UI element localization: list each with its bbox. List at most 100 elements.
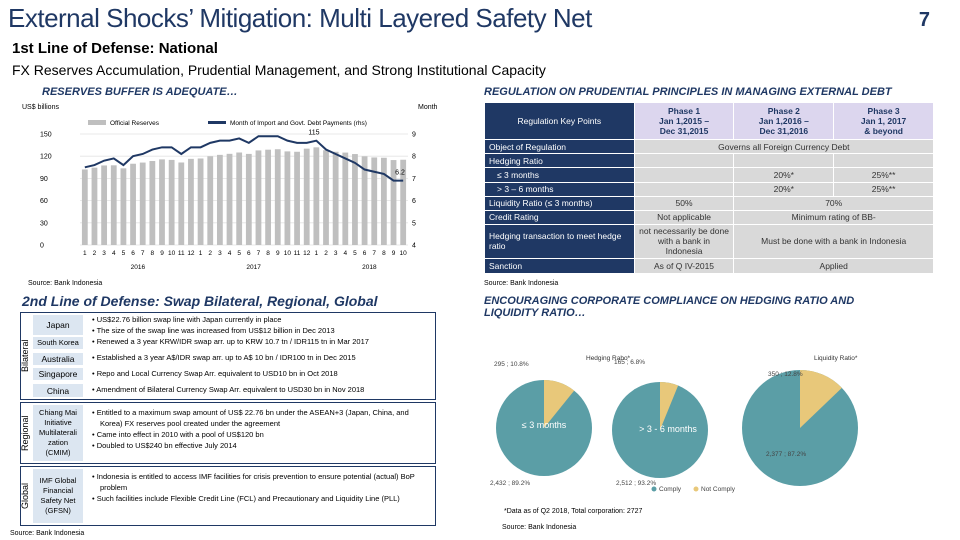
reserve-bar [352,154,358,245]
x-tick-label: 10 [400,250,408,257]
reserve-bar [91,167,98,245]
page-title: External Shocks’ Mitigation: Multi Layer… [8,3,592,33]
pie-label-comply: 2,512 ; 93.2% [616,480,656,487]
x-tick-label: 4 [343,250,347,257]
pie-chart: Hedging Rabo* 295 ; 10.8% 2,432 ; 89.2% ≤ 3… [490,355,631,487]
legend-label: Comply [659,486,682,493]
y2-tick-label: 8 [412,154,416,161]
reg-column-header: Phase 2 Jan 1,2016 – Dec 31,2016 [733,101,835,141]
x-tick-label: 10 [284,250,292,257]
reg-row-label: Liquidity Ratio (≤ 3 months) [484,195,635,211]
pie-inner-label: > 3 - 6 months [639,424,697,434]
reg-header-row: Regulation Key Points Phase 1 Jan 1,2015 –… [484,101,934,141]
compliance-note: *Data as of Q2 2018, Total corporation: … [504,508,643,515]
regional-bullet: • Came into effect in 2010 with a pool o… [92,430,264,439]
reserve-bar [130,163,136,245]
x-tick-label: 11 [178,250,185,257]
bilateral-bullet: • Amendment of Bilateral Currency Swap A… [92,385,365,394]
reg-column-header: Regulation Key Points [484,101,635,141]
x-year-label: 2017 [246,264,261,271]
regulation-heading: REGULATION ON PRUDENTIAL PRINCIPLES IN M… [484,86,892,98]
regulation-table: Regulation Key Points Phase 1 Jan 1,2015 –… [484,101,935,275]
reserve-bar [168,159,175,245]
reg-row: Object of Regulation Governs all Foreign … [484,139,935,155]
x-tick-label: 8 [266,250,270,257]
bilateral-bullet: • Repo and Local Currency Swap Arr. equi… [92,369,338,378]
reg-column-header: Phase 1 Jan 1,2015 – Dec 31,2015 [633,101,735,141]
bilateral-label: Bilateral [20,339,30,373]
reserve-bar [274,149,281,245]
reg-cell [733,153,835,169]
country-south-korea: South Korea [32,336,84,350]
reserve-bar [101,165,108,245]
reserve-bar [380,157,387,245]
country-singapore: Singapore [32,367,84,381]
defense2-source: Source: Bank Indonesia [10,530,85,537]
pie-label-comply: 2,377 ; 87.2% [766,451,806,458]
reg-cell: 25%** [833,167,934,183]
x-tick-label: 3 [218,250,222,257]
subtitle-description: FX Reserves Accumulation, Prudential Man… [12,62,546,78]
reg-cell: 20%* [733,167,835,183]
regional-bullet: • Doubled to US$240 bn effective July 20… [92,441,237,450]
x-tick-label: 7 [372,250,376,257]
page-number: 7 [918,9,930,31]
reg-row-label: Object of Regulation [484,139,635,155]
reg-cell: Governs all Foreign Currency Debt [633,139,935,155]
y-tick-label: 150 [40,132,52,139]
reg-cell: Applied [733,257,934,275]
x-tick-label: 9 [276,250,280,257]
compliance-pies: Hedging Rabo* 295 ; 10.8% 2,432 ; 89.2% ≤ 3… [490,355,858,493]
x-tick-label: 2 [93,250,97,257]
reserve-bar [139,162,146,245]
reserve-bar [303,148,310,245]
reserve-bar [294,151,300,245]
pie-label-not-comply: 165 ; 6.8% [614,359,645,366]
reserve-bar [400,159,407,245]
legend-label: Not Comply [701,486,736,493]
x-tick-label: 6 [131,250,135,257]
reserve-bar [149,161,156,245]
months-line [84,135,404,182]
pie-slice-not-comply [800,370,842,428]
reg-row-label: > 3 – 6 months [484,181,635,197]
x-tick-label: 12 [303,250,311,257]
global-bullet: • Such facilities include Flexible Credi… [92,494,400,503]
reserve-bar [342,152,349,245]
x-tick-label: 3 [102,250,106,257]
y2-tick-label: 9 [412,132,416,139]
x-tick-label: 10 [168,250,176,257]
reserve-bar [159,159,165,245]
reg-row-label: Credit Rating [484,209,635,225]
reserve-bar [207,156,214,245]
x-tick-label: 9 [392,250,396,257]
reg-row: Hedging Ratio [484,153,934,169]
reg-row-label: Sanction [484,257,635,275]
reg-cell: As of Q IV-2015 [633,257,735,275]
x-tick-label: 12 [187,250,195,257]
reserve-bar [265,149,272,245]
gfsn-name: IMF Global Financial Safety Net (GFSN) [32,468,84,524]
reserve-bar [216,154,223,245]
regional-label: Regional [20,415,30,451]
reg-cell: Not applicable [633,209,735,225]
x-tick-label: 1 [83,250,87,257]
cmim-name: Chiang Mai Initiative Multilaterali zati… [32,404,84,462]
x-year-label: 2018 [362,264,377,271]
legend-swatch-months [208,121,226,124]
x-year-label: 2016 [131,264,146,271]
reserve-bar [255,150,262,245]
x-tick-label: 2 [208,250,212,257]
reserve-bar [197,158,204,245]
x-tick-label: 8 [382,250,386,257]
pie-title: Liquidity Ratio* [814,355,858,362]
x-tick-label: 7 [257,250,261,257]
y-tick-label: 0 [40,243,44,250]
chart-legend: Official Reserves Month of Import and Gov… [88,120,367,127]
reserve-bar [120,168,127,245]
global-bullet: • Indonesia is entitled to access IMF fa… [92,472,415,492]
reserve-bar [188,158,194,245]
reserve-bar [236,152,243,245]
x-tick-label: 8 [151,250,155,257]
reg-cell: 20%* [733,181,835,197]
